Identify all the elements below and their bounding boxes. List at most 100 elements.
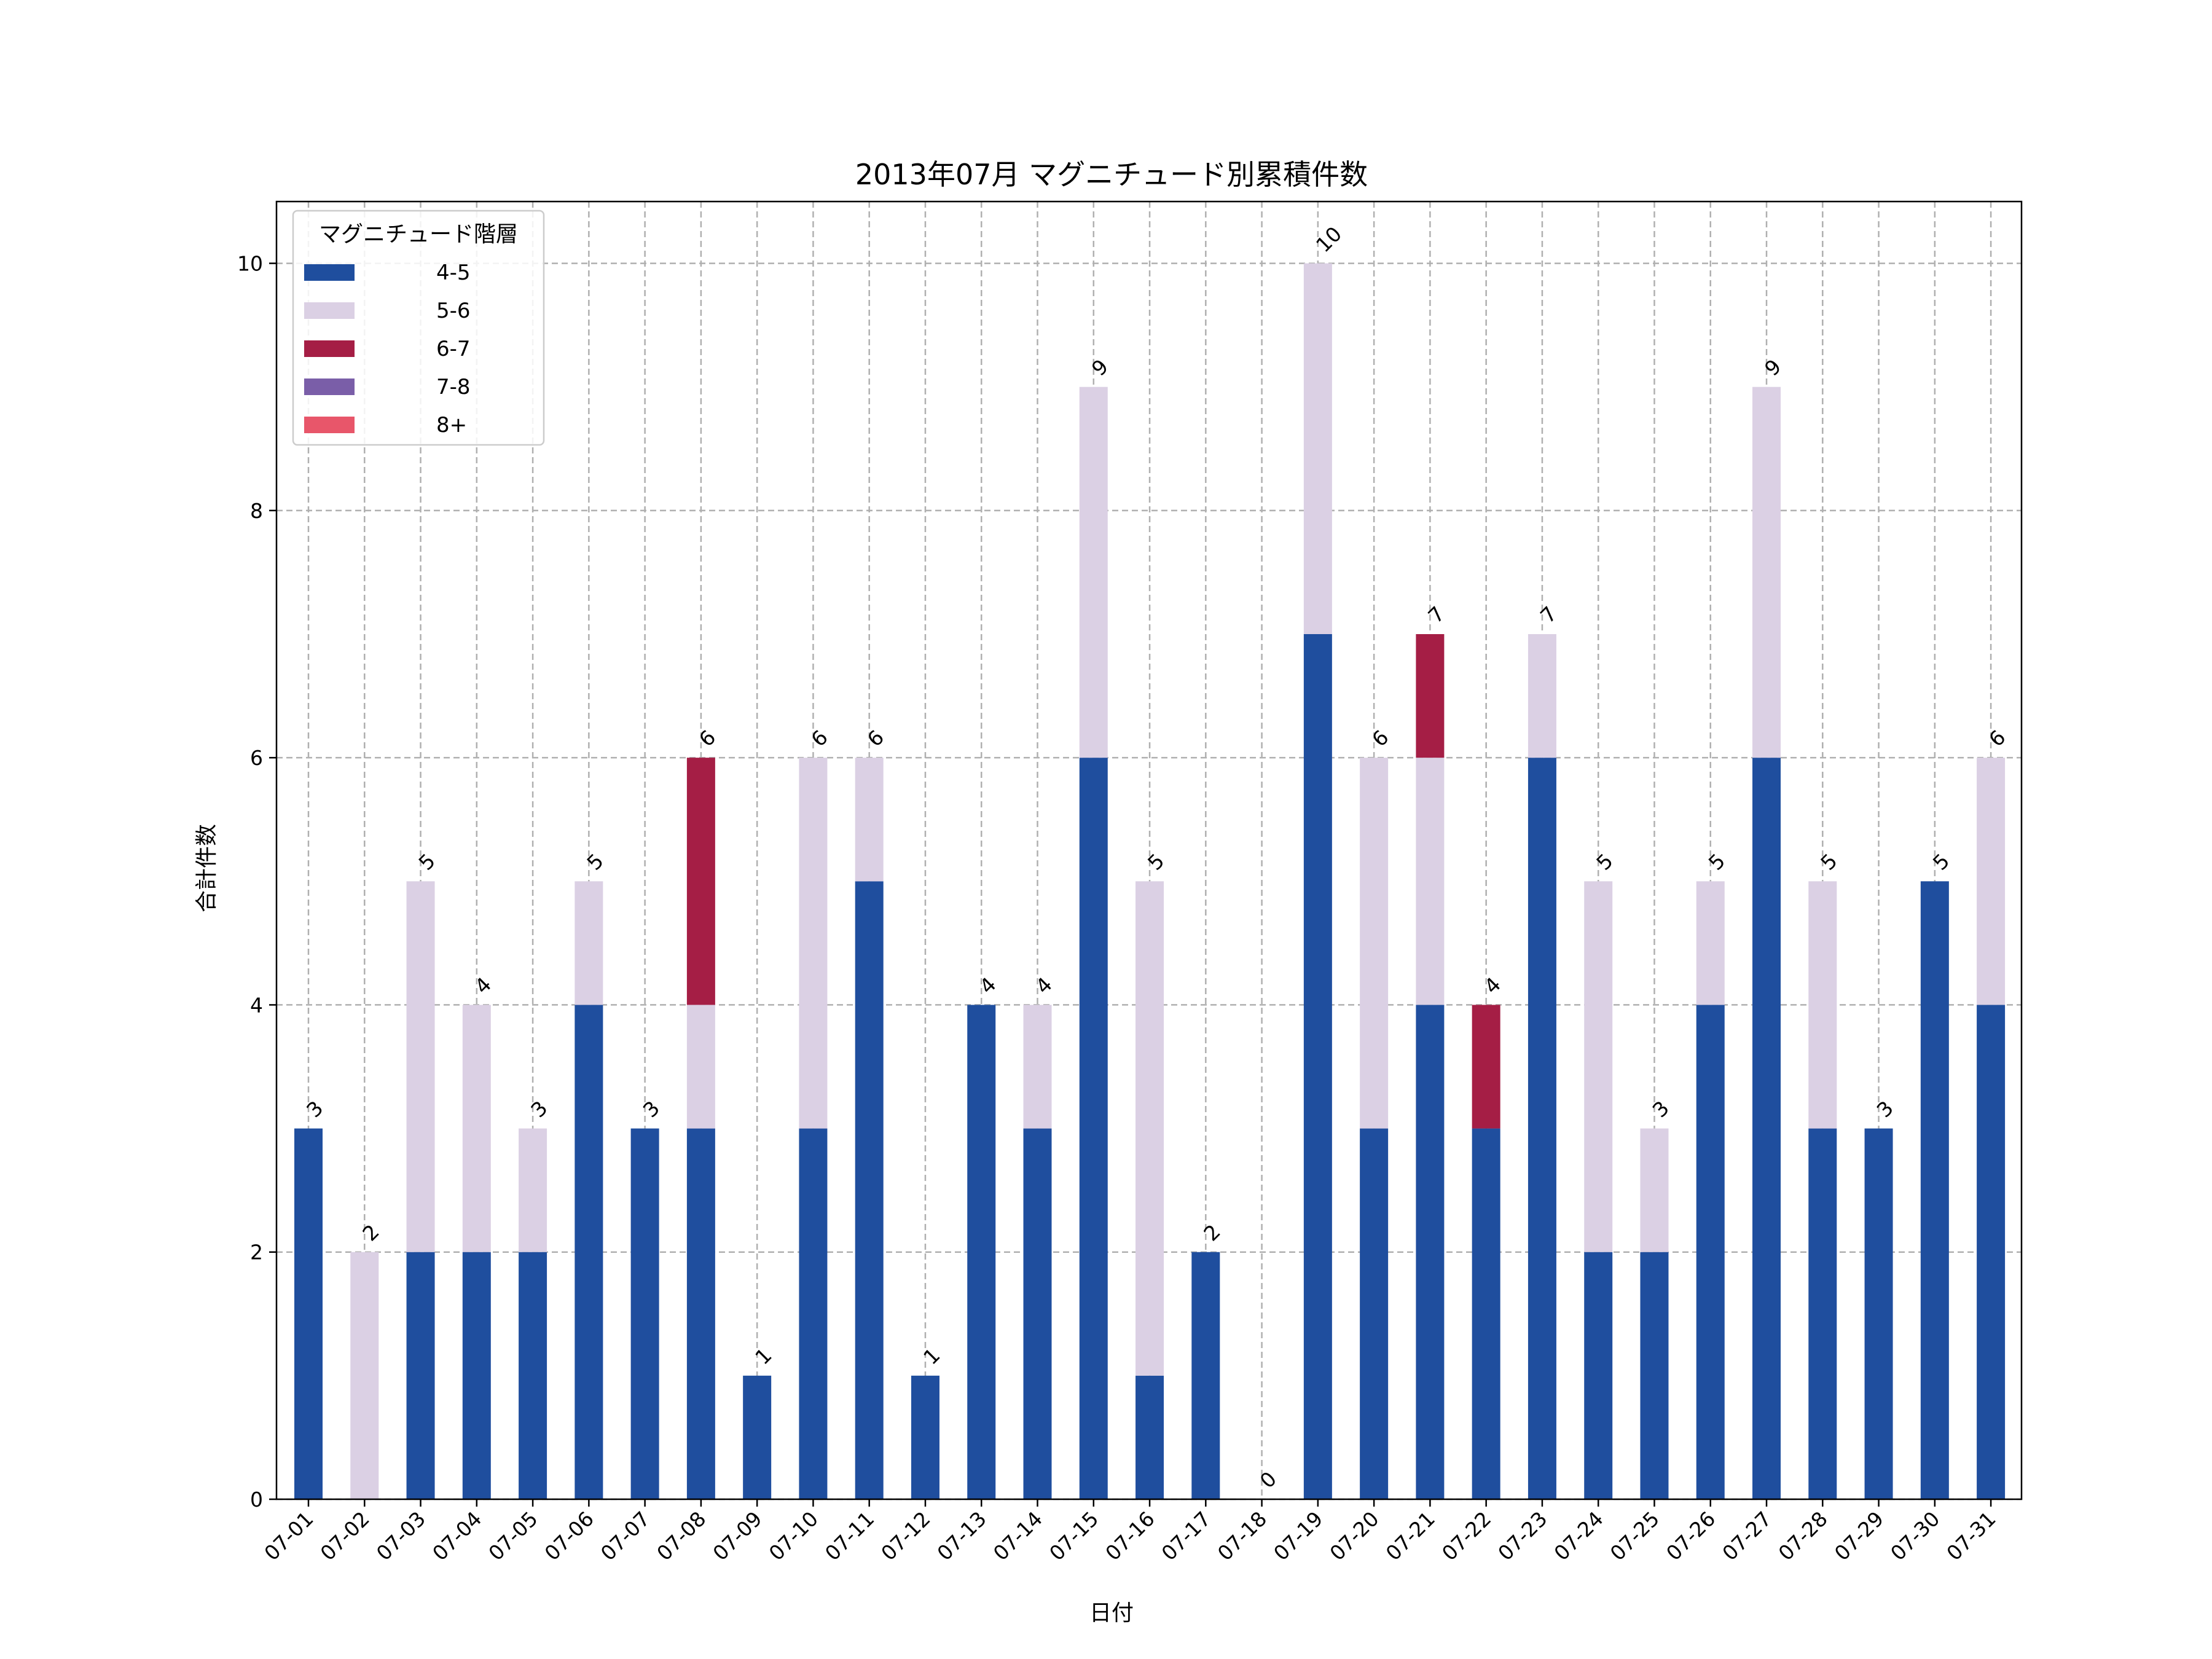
y-tick-label: 2 [250, 1241, 263, 1265]
x-tick-label: 07-10 [764, 1507, 823, 1565]
legend-label: 5-6 [436, 299, 471, 323]
x-tick-label: 07-16 [1100, 1507, 1159, 1565]
x-tick-label: 07-29 [1830, 1507, 1888, 1565]
data-label: 4 [1031, 973, 1057, 998]
data-label: 3 [638, 1096, 664, 1122]
bar-segment-4-5 [1864, 1128, 1893, 1499]
legend: マグニチュード階層 4-5 5-6 6-7 7-8 8+ [292, 210, 545, 446]
bar-segment-4-5 [294, 1128, 323, 1499]
x-tick-label: 07-24 [1549, 1507, 1607, 1565]
legend-swatch [304, 340, 355, 357]
bar-segment-5-6 [1023, 1005, 1052, 1129]
y-tick-label: 4 [250, 993, 263, 1017]
y-tick-label: 8 [250, 499, 263, 523]
data-label: 4 [470, 973, 496, 998]
bars [294, 263, 2006, 1499]
data-label: 6 [1984, 725, 2010, 751]
x-tick-label: 07-28 [1774, 1507, 1832, 1565]
x-tick-label: 07-02 [316, 1507, 374, 1565]
bar-segment-5-6 [1640, 1128, 1669, 1252]
legend-label: 6-7 [436, 337, 471, 361]
x-tick-label: 07-21 [1381, 1507, 1440, 1565]
bar-segment-5-6 [799, 758, 828, 1129]
bar-segment-5-6 [1808, 881, 1837, 1129]
x-tick-label: 07-31 [1942, 1507, 2000, 1565]
x-tick-label: 07-06 [540, 1507, 598, 1565]
data-label: 6 [694, 725, 720, 751]
x-tick-label: 07-27 [1717, 1507, 1776, 1565]
data-label: 5 [1704, 849, 1730, 875]
data-label: 3 [1648, 1096, 1674, 1122]
bar-segment-4-5 [630, 1128, 659, 1499]
data-label: 7 [1535, 602, 1561, 627]
data-label: 5 [414, 849, 440, 875]
bar-segment-5-6 [686, 1005, 715, 1129]
bar-segment-4-5 [855, 881, 884, 1499]
bar-segment-6-7 [686, 758, 715, 1005]
legend-swatch [304, 302, 355, 319]
y-axis-title: 合計件数 [194, 824, 219, 912]
bar-segment-4-5 [1584, 1252, 1613, 1499]
bar-segment-4-5 [1472, 1128, 1500, 1499]
y-tick-label: 6 [250, 746, 263, 770]
bar-segment-5-6 [1584, 881, 1613, 1252]
x-tick-label: 07-11 [820, 1507, 879, 1565]
bar-segment-5-6 [1977, 758, 2006, 1005]
x-tick-label: 07-12 [876, 1507, 935, 1565]
data-label: 0 [1255, 1467, 1281, 1492]
data-label: 6 [863, 725, 888, 751]
data-label: 6 [1367, 725, 1393, 751]
data-label: 3 [1872, 1096, 1898, 1122]
bar-segment-4-5 [1808, 1128, 1837, 1499]
x-tick-label: 07-07 [596, 1507, 654, 1565]
bar-segment-5-6 [1135, 881, 1164, 1376]
legend-swatch [304, 264, 355, 281]
bar-segment-4-5 [1920, 881, 1949, 1499]
y-tick-label: 0 [250, 1488, 263, 1512]
bar-segment-6-7 [1472, 1005, 1500, 1129]
x-tick-label: 07-17 [1157, 1507, 1215, 1565]
bar-segment-4-5 [743, 1375, 772, 1499]
bar-segment-4-5 [1416, 1005, 1445, 1499]
x-tick-label: 07-25 [1606, 1507, 1664, 1565]
x-tick-label: 07-18 [1213, 1507, 1271, 1565]
data-label: 5 [1928, 849, 1954, 875]
bar-segment-5-6 [1528, 634, 1556, 758]
data-label: 5 [582, 849, 608, 875]
bar-segment-4-5 [686, 1128, 715, 1499]
data-label: 2 [358, 1220, 383, 1245]
bar-segment-4-5 [1360, 1128, 1389, 1499]
bar-segment-4-5 [1752, 758, 1781, 1499]
bar-segment-5-6 [350, 1252, 379, 1499]
legend-label: 8+ [436, 413, 467, 437]
x-tick-label: 07-14 [989, 1507, 1047, 1565]
bar-segment-4-5 [967, 1005, 996, 1499]
legend-swatch [304, 417, 355, 433]
x-tick-label: 07-22 [1437, 1507, 1496, 1565]
bar-segment-5-6 [855, 758, 884, 882]
legend-label: 4-5 [436, 261, 471, 285]
legend-label: 7-8 [436, 375, 471, 399]
bar-segment-4-5 [575, 1005, 603, 1499]
x-tick-label: 07-08 [652, 1507, 710, 1565]
data-label: 5 [1816, 849, 1841, 875]
data-label: 7 [1423, 602, 1449, 627]
chart-title: 2013年07月 マグニチュード別累積件数 [855, 158, 1368, 191]
x-tick-label: 07-04 [428, 1507, 486, 1565]
x-tick-label: 07-30 [1886, 1507, 1944, 1565]
bar-segment-4-5 [1696, 1005, 1725, 1499]
bar-segment-4-5 [1191, 1252, 1220, 1499]
bar-segment-5-6 [1079, 386, 1108, 758]
data-label: 9 [1760, 355, 1786, 380]
bar-segment-5-6 [575, 881, 603, 1005]
data-label: 9 [1087, 355, 1113, 380]
bar-segment-5-6 [1303, 263, 1332, 635]
data-label: 1 [750, 1343, 776, 1369]
y-tick-label: 10 [237, 252, 263, 276]
bar-segment-4-5 [1079, 758, 1108, 1499]
bar-segment-4-5 [1303, 634, 1332, 1499]
x-tick-label: 07-15 [1045, 1507, 1103, 1565]
bar-segment-4-5 [406, 1252, 435, 1499]
bar-segment-5-6 [1416, 758, 1445, 1005]
bar-segment-6-7 [1416, 634, 1445, 758]
